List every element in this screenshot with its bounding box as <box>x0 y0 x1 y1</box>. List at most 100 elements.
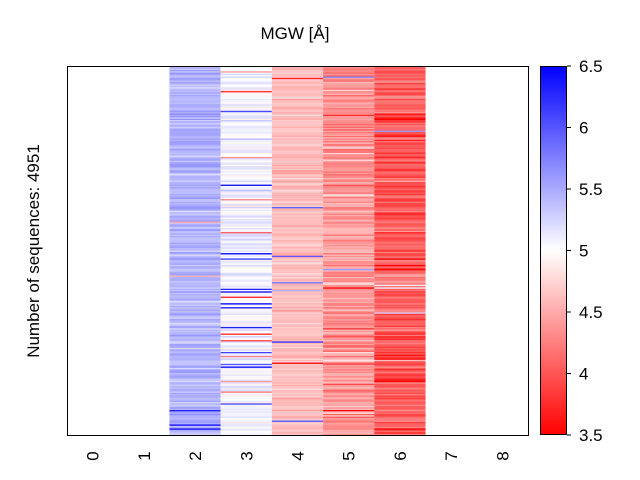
heatmap-cell <box>374 170 426 172</box>
heatmap-cell <box>323 160 375 163</box>
heatmap-cell <box>271 319 324 321</box>
heatmap-cell <box>323 324 375 326</box>
heatmap-cell <box>374 145 426 147</box>
heatmap-cell <box>220 253 272 255</box>
heatmap-cell <box>220 267 272 270</box>
heatmap-cell <box>271 183 324 185</box>
heatmap-cell <box>323 243 375 246</box>
heatmap-cell <box>169 184 221 187</box>
heatmap-cell <box>271 151 324 154</box>
heatmap-cell <box>169 340 221 342</box>
heatmap-cell <box>271 142 324 145</box>
heatmap-cell <box>169 292 221 295</box>
heatmap-cell <box>271 109 324 112</box>
heatmap-cell <box>374 241 426 243</box>
heatmap-cell <box>271 274 324 276</box>
heatmap-cell <box>271 420 324 423</box>
heatmap-cell <box>220 134 272 137</box>
heatmap-cell <box>374 76 426 79</box>
heatmap-cell <box>271 77 324 80</box>
heatmap-cell <box>323 142 375 145</box>
heatmap-cell <box>323 171 375 174</box>
heatmap-cell <box>271 212 324 214</box>
heatmap-cell <box>323 158 375 160</box>
heatmap-cell <box>169 228 221 230</box>
heatmap-cell <box>323 433 375 436</box>
heatmap-cell <box>169 315 221 317</box>
heatmap-cell <box>374 221 426 224</box>
heatmap-cell <box>169 390 221 392</box>
heatmap-cell <box>323 266 375 268</box>
heatmap-cell <box>169 398 221 400</box>
heatmap-cell <box>323 220 375 222</box>
heatmap-cell <box>169 88 221 91</box>
heatmap-cell <box>271 214 324 217</box>
heatmap-cell <box>169 341 221 344</box>
heatmap-cell <box>220 296 272 299</box>
heatmap-cell <box>271 300 324 303</box>
heatmap-cell <box>220 297 272 300</box>
heatmap-cell <box>271 117 324 120</box>
heatmap-cell <box>323 77 375 80</box>
heatmap-cell <box>220 147 272 150</box>
heatmap-cell <box>220 317 272 320</box>
heatmap-cell <box>271 311 324 313</box>
heatmap-cell <box>220 162 272 164</box>
heatmap-cell <box>323 138 375 141</box>
heatmap-cell <box>169 178 221 180</box>
heatmap-cell <box>220 403 272 406</box>
heatmap-cell <box>169 166 221 168</box>
heatmap-cell <box>220 71 272 73</box>
heatmap-cell <box>220 164 272 167</box>
heatmap-cell <box>323 180 375 183</box>
heatmap-cell <box>271 197 324 200</box>
heatmap-cell <box>220 411 272 413</box>
heatmap-cell <box>374 213 426 216</box>
heatmap-cell <box>271 363 324 366</box>
heatmap-cell <box>374 101 426 104</box>
heatmap-cell <box>271 127 324 130</box>
heatmap-cell <box>220 125 272 127</box>
heatmap-cell <box>271 69 324 72</box>
heatmap-cell <box>220 326 272 329</box>
heatmap-cell <box>323 83 375 85</box>
heatmap-cell <box>169 249 221 251</box>
heatmap-cell <box>169 290 221 292</box>
heatmap-cell <box>323 236 375 238</box>
heatmap-cell <box>169 338 221 341</box>
heatmap-cell <box>220 300 272 303</box>
heatmap-cell <box>374 292 426 295</box>
heatmap-cell <box>220 312 272 315</box>
heatmap-cell <box>271 333 324 336</box>
heatmap-cell <box>169 183 221 185</box>
heatmap-cell <box>271 105 324 108</box>
heatmap-cell <box>220 89 272 92</box>
heatmap-cell <box>169 301 221 304</box>
heatmap-cell <box>271 233 324 236</box>
heatmap-cell <box>323 179 375 182</box>
heatmap-cell <box>323 379 375 382</box>
heatmap-cell <box>323 316 375 319</box>
heatmap-cell <box>169 383 221 386</box>
heatmap-cell <box>169 317 221 320</box>
heatmap-cell <box>374 163 426 166</box>
heatmap-cell <box>374 421 426 424</box>
heatmap-cell <box>271 166 324 168</box>
heatmap-cell <box>374 247 426 250</box>
heatmap-cell <box>169 146 221 149</box>
heatmap-cell <box>271 89 324 92</box>
heatmap-cell <box>220 408 272 411</box>
heatmap-cell <box>374 415 426 417</box>
heatmap-cell <box>169 369 221 371</box>
heatmap-cell <box>374 337 426 340</box>
heatmap-cell <box>220 238 272 241</box>
heatmap-cell <box>323 288 375 291</box>
heatmap-cell <box>271 270 324 272</box>
heatmap-cell <box>374 188 426 191</box>
heatmap-cell <box>374 147 426 150</box>
heatmap-cell <box>323 384 375 387</box>
heatmap-cell <box>220 382 272 384</box>
heatmap-cell <box>220 131 272 134</box>
heatmap-cell <box>169 191 221 193</box>
heatmap-cell <box>169 247 221 250</box>
